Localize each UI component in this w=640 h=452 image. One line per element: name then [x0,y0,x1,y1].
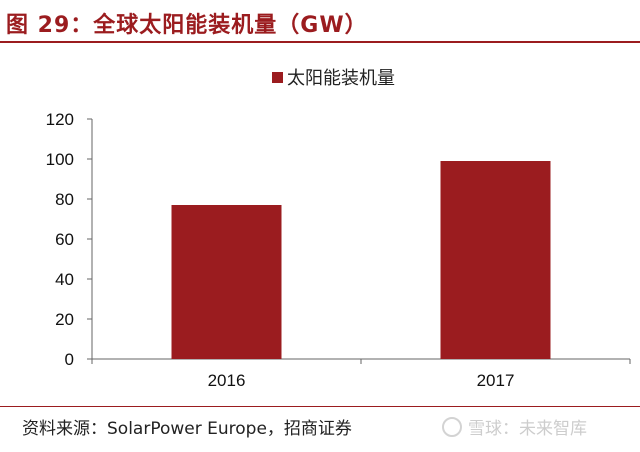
x-axis: 2016 2017 [91,358,631,390]
watermark-text: 雪球：未来智库 [468,419,587,439]
source-note: 资料来源：SolarPower Europe，招商证券 [22,419,352,439]
bar-2017 [440,161,551,359]
y-axis: 0 20 40 60 80 100 120 [46,110,93,369]
bar-chart: 0 20 40 60 80 100 120 2016 2017 [46,110,631,390]
bar-2016 [171,205,282,359]
y-tick-label: 80 [55,190,74,209]
figure-title: 图 29：全球太阳能装机量（GW） [6,13,368,38]
title-bar: 图 29：全球太阳能装机量（GW） [0,0,640,44]
watermark: 雪球：未来智库 [442,414,587,439]
y-tick-label: 20 [55,310,74,329]
legend-swatch [272,71,283,83]
title-divider [0,41,640,43]
y-tick-label: 40 [55,270,74,289]
chart-legend: 太阳能装机量 [272,64,395,90]
bars [171,161,551,359]
y-tick-label: 100 [46,150,74,169]
x-tick-label: 2016 [208,371,246,390]
legend-label: 太阳能装机量 [287,68,395,89]
x-tick-label: 2017 [477,371,515,390]
y-tick-label: 60 [55,230,74,249]
y-tick-label: 0 [65,350,74,369]
source-divider [0,406,640,407]
snowball-logo-icon [442,416,462,437]
y-tick-label: 120 [46,110,74,129]
